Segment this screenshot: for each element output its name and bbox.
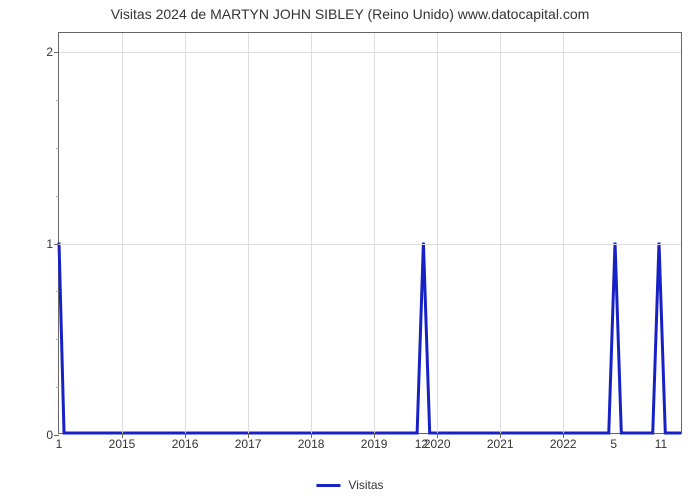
x-tick-label: 2018: [298, 433, 325, 451]
y-minor-tick: [56, 387, 59, 388]
series-polyline: [59, 243, 681, 433]
x-tick-label: 2022: [550, 433, 577, 451]
legend: Visitas: [316, 478, 383, 492]
y-tick-label: 1: [46, 237, 59, 251]
grid-line-vertical: [311, 33, 312, 433]
grid-line-vertical: [437, 33, 438, 433]
grid-line-vertical: [185, 33, 186, 433]
y-minor-tick: [56, 196, 59, 197]
x-tick-label: 2019: [361, 433, 388, 451]
data-series-line: [59, 33, 681, 433]
chart-title: Visitas 2024 de MARTYN JOHN SIBLEY (Rein…: [0, 0, 700, 22]
grid-line-vertical: [500, 33, 501, 433]
y-minor-tick: [56, 100, 59, 101]
y-minor-tick: [56, 291, 59, 292]
grid-line-vertical: [374, 33, 375, 433]
x-tick-label: 2016: [172, 433, 199, 451]
y-minor-tick: [56, 339, 59, 340]
grid-line-vertical: [122, 33, 123, 433]
y-tick-label: 2: [46, 45, 59, 59]
grid-line-vertical: [563, 33, 564, 433]
grid-line-vertical: [248, 33, 249, 433]
legend-swatch: [316, 484, 340, 487]
legend-label: Visitas: [348, 478, 383, 492]
y-minor-tick: [56, 148, 59, 149]
plot-area: 2015201620172018201920202021202211251101…: [58, 32, 682, 434]
y-tick-label: 0: [46, 428, 59, 442]
grid-line-horizontal: [59, 52, 681, 53]
x-tick-label: 2017: [235, 433, 262, 451]
x-tick-label: 2015: [109, 433, 136, 451]
line-chart: Visitas 2024 de MARTYN JOHN SIBLEY (Rein…: [0, 0, 700, 500]
x-tick-label: 2021: [487, 433, 514, 451]
x-extra-label: 11: [655, 433, 667, 451]
grid-line-horizontal: [59, 244, 681, 245]
x-extra-label: 12: [415, 433, 428, 451]
x-extra-label: 5: [610, 433, 617, 451]
